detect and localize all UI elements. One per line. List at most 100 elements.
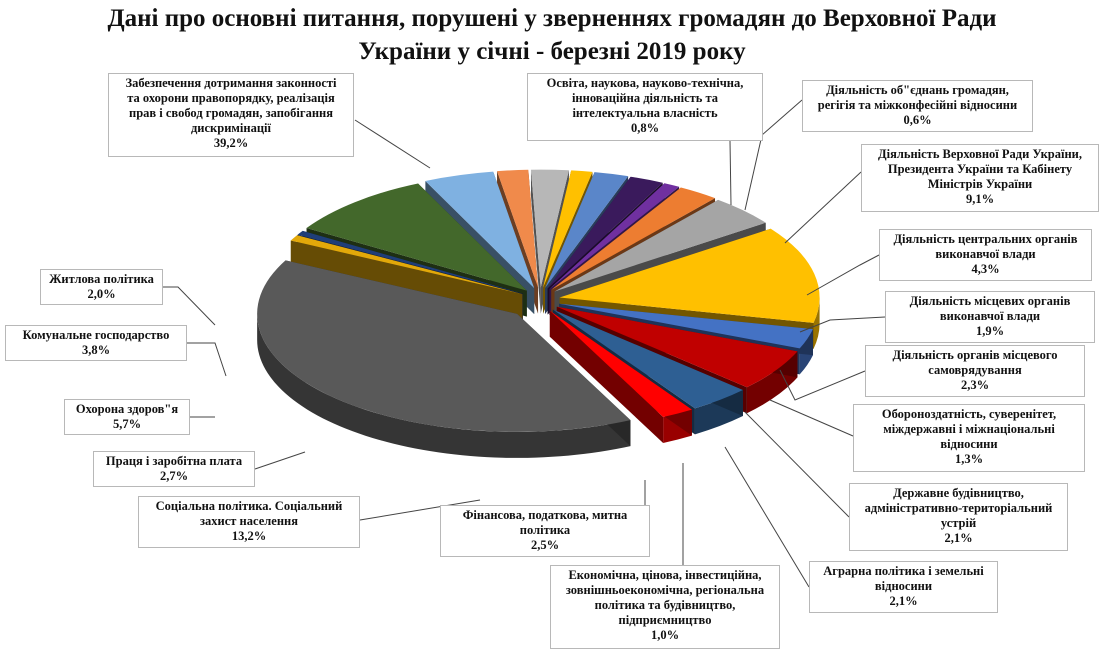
data-label-line: Забезпечення дотримання законності — [125, 76, 337, 90]
data-label-legality: Забезпечення дотримання законності та охо… — [108, 73, 354, 157]
data-label-social: Соціальна політика. Соціальний захист нас… — [138, 496, 360, 548]
leader-line-legality — [354, 119, 431, 169]
data-label-line: 39,2% — [213, 136, 249, 150]
data-label-local-exec: Діяльність місцевих органів виконавчої вл… — [885, 291, 1095, 343]
leader-line-defense — [769, 399, 854, 437]
data-label-line: Обороноздатність, суверенітет, — [881, 407, 1057, 421]
data-label-line: 4,3% — [971, 262, 1000, 276]
pie-slice-education — [290, 235, 523, 321]
data-label-line: 3,8% — [81, 343, 111, 357]
data-label-line: 0,8% — [630, 121, 660, 135]
data-label-line: устрій — [940, 516, 977, 530]
data-label-line: Президента України та Кабінету — [887, 162, 1073, 176]
leader-line-self-gov — [779, 369, 866, 401]
pie-slice-top-state-building — [545, 172, 629, 289]
data-label-central: Діяльність центральних органів виконавчої… — [879, 229, 1092, 281]
data-label-defense: Обороноздатність, суверенітет, міждержавн… — [853, 404, 1085, 472]
data-label-agrarian: Аграрна політика і земельні відносини 2,1% — [809, 561, 998, 613]
data-label-communal: Комунальне господарство 3,8% — [5, 325, 187, 361]
leader-line-social — [359, 499, 481, 521]
pie-slice-top-economic — [549, 183, 680, 290]
data-label-line: самоврядування — [928, 363, 1022, 377]
data-label-line: 1,9% — [975, 324, 1005, 338]
data-label-line: інноваційна діяльність та — [571, 91, 719, 105]
data-label-line: Міністрів України — [927, 177, 1033, 191]
leader-line-central — [806, 254, 880, 296]
data-label-labour: Праця і заробітна плата 2,7% — [93, 451, 255, 487]
data-label-line: політика — [519, 523, 571, 537]
data-label-line: та охорони правопорядку, реалізація — [127, 91, 335, 105]
data-label-line: відносини — [874, 579, 933, 593]
data-label-state-building: Державне будівництво, адміністративно-тер… — [849, 483, 1068, 551]
data-label-line: дискримінації — [190, 121, 272, 135]
pie-slice-side-legality — [257, 313, 631, 458]
data-label-line: підприємництво — [618, 613, 712, 627]
data-label-line: 2,1% — [944, 531, 973, 545]
data-label-self-gov: Діяльність органів місцевого самоврядуван… — [865, 345, 1085, 397]
data-label-housing: Житлова політика 2,0% — [40, 269, 163, 305]
data-label-line: 1,3% — [954, 452, 984, 466]
data-label-line: 13,2% — [231, 529, 267, 543]
data-label-line: захист населення — [200, 514, 298, 528]
pie-slice-top-legality — [257, 260, 631, 432]
leader-line-local-exec — [799, 316, 886, 333]
data-label-line: 0,6% — [903, 113, 932, 127]
pie-slice-top-agrarian — [547, 176, 663, 289]
data-label-line: виконавчої влади — [935, 247, 1036, 261]
leader-line-agrarian — [724, 446, 810, 588]
pie-slice-top-local-exec — [497, 169, 539, 288]
data-label-line: 9,1% — [965, 192, 995, 206]
data-label-line: Діяльність місцевих органів — [909, 294, 1071, 308]
pie-slice-top-gray-unlabeled — [554, 199, 766, 292]
data-label-line: Діяльність Верховної Ради України, — [878, 147, 1082, 161]
data-label-line: Праця і заробітна плата — [105, 454, 243, 468]
pie-slice-top-education — [290, 235, 523, 295]
data-label-line: 2,3% — [960, 378, 990, 392]
data-label-line: 2,7% — [159, 469, 189, 483]
data-label-line: адміністративно-територіальний — [864, 501, 1053, 515]
pie-slice-top-social — [559, 228, 820, 323]
data-label-line: Комунальне господарство — [22, 328, 170, 342]
data-label-vru: Діяльність Верховної Ради України, Презид… — [861, 144, 1099, 212]
data-label-line: Фінансова, податкова, митна — [462, 508, 628, 522]
data-label-line: Діяльність об"єднань громадян, — [826, 83, 1009, 97]
leader-line-communal — [187, 342, 227, 377]
data-label-line: Освіта, наукова, науково-технічна, — [546, 76, 744, 90]
leader-line-vru — [784, 171, 862, 244]
leader-line-housing — [163, 286, 216, 326]
data-label-line: Охорона здоров"я — [75, 402, 179, 416]
chart-title-line-2: України у січні - березні 2019 року — [358, 38, 746, 65]
chart-title: Дані про основні питання, порушені у зве… — [0, 2, 1104, 68]
data-label-line: Аграрна політика і земельні — [823, 564, 984, 578]
data-label-line: зовнішньоекономічна, регіональна — [565, 583, 765, 597]
data-label-line: Житлова політика — [49, 272, 154, 286]
data-label-line: 2,5% — [530, 538, 560, 552]
pie-slice-top-self-gov — [530, 169, 569, 288]
data-label-education: Освіта, наукова, науково-технічна, іннова… — [527, 73, 763, 141]
data-label-line: міждержавні і міжнаціональні — [883, 422, 1055, 436]
data-label-line: Діяльність центральних органів — [893, 232, 1078, 246]
data-label-health: Охорона здоров"я 5,7% — [64, 399, 190, 435]
leader-line-education — [729, 140, 732, 206]
pie-slice-top-defense — [542, 170, 593, 288]
data-label-line: політика та будівництво, — [594, 598, 736, 612]
data-label-economic: Економічна, цінова, інвестиційна, зовнішн… — [550, 565, 780, 649]
pie-slice-top-financial — [551, 187, 716, 290]
pie-slice-top-housing — [549, 310, 692, 418]
data-label-line: 2,1% — [889, 594, 918, 608]
pie-slice-legality — [257, 260, 631, 458]
data-label-line: відносини — [940, 437, 998, 451]
pie-slice-top-health — [556, 306, 798, 388]
chart-title-line-1: Дані про основні питання, порушені у зве… — [107, 5, 997, 32]
data-label-line: прав і свобод громадян, запобігання — [129, 106, 333, 120]
data-label-line: інтелектуальна власність — [572, 106, 718, 120]
pie-slice-cut-self-gov-0 — [530, 169, 541, 314]
data-label-associations: Діяльність об"єднань громадян, регігія та… — [802, 80, 1033, 132]
data-label-line: Діяльність органів місцевого — [892, 348, 1058, 362]
data-label-line: Державне будівництво, — [893, 486, 1024, 500]
pie-slice-housing — [549, 310, 692, 444]
pie-slice-top-communal — [552, 309, 743, 409]
data-label-financial: Фінансова, податкова, митна політика 2,5% — [440, 505, 650, 557]
data-label-line: виконавчої влади — [939, 309, 1041, 323]
